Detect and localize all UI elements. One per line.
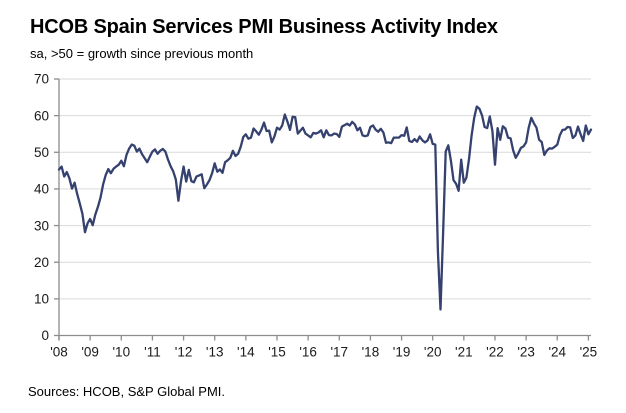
pmi-series-line bbox=[57, 105, 593, 311]
x-axis-label: '11 bbox=[144, 345, 161, 360]
y-axis-label: 70 bbox=[34, 72, 49, 87]
y-axis-label: 20 bbox=[34, 255, 49, 270]
x-axis-label: '17 bbox=[330, 345, 348, 360]
y-axis-label: 0 bbox=[41, 328, 49, 343]
x-axis-label: '12 bbox=[175, 345, 193, 360]
x-axis-label: '14 bbox=[237, 345, 255, 360]
y-axis-label: 60 bbox=[34, 108, 49, 123]
x-axis-label: '23 bbox=[517, 345, 535, 360]
y-axis-label: 10 bbox=[34, 292, 49, 307]
x-axis-label: '24 bbox=[548, 345, 566, 360]
x-axis-label: '20 bbox=[424, 345, 442, 360]
x-axis-label: '13 bbox=[206, 345, 224, 360]
x-axis-label: '18 bbox=[362, 345, 380, 360]
chart-subtitle: sa, >50 = growth since previous month bbox=[30, 46, 254, 61]
x-axis-label: '22 bbox=[486, 345, 504, 360]
y-axis-label: 30 bbox=[34, 218, 49, 233]
x-axis-label: '10 bbox=[112, 345, 130, 360]
x-axis-label: '25 bbox=[580, 345, 598, 360]
x-axis-label: '15 bbox=[268, 345, 286, 360]
y-axis-label: 50 bbox=[34, 145, 49, 160]
chart-title: HCOB Spain Services PMI Business Activit… bbox=[30, 16, 498, 38]
x-axis-label: '08 bbox=[50, 345, 68, 360]
y-axis-label: 40 bbox=[34, 182, 49, 197]
source-note: Sources: HCOB, S&P Global PMI. bbox=[28, 384, 225, 399]
x-axis-label: '16 bbox=[299, 345, 317, 360]
x-axis-label: '21 bbox=[455, 345, 473, 360]
x-axis-label: '09 bbox=[81, 345, 99, 360]
x-axis-label: '19 bbox=[393, 345, 411, 360]
